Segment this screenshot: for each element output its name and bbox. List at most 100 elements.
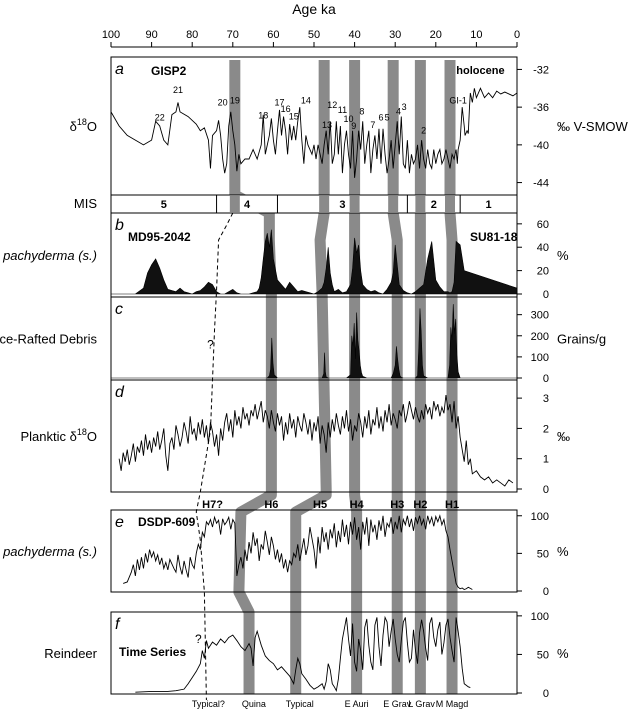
culture-label: Typical? — [192, 699, 225, 709]
panel-title: MD95-2042 — [128, 230, 191, 244]
y-tick-label: 100 — [531, 511, 549, 523]
annotations: H7? H6 H5 H4 H3 H2 H1?? Typical? Quina Typical E A… — [192, 337, 468, 709]
mis-band-segment — [388, 196, 399, 212]
peak-annotation: 3 — [402, 102, 407, 112]
age-axis-tick-label: 50 — [308, 29, 320, 41]
unit-label: Grains/g — [557, 332, 606, 347]
peak-annotation: 22 — [155, 112, 165, 122]
y-axis-label-sup: 18 — [77, 117, 87, 127]
mis-frame — [110, 194, 518, 214]
heinrich-label: H2 — [413, 499, 427, 511]
y-tick-label: 50 — [537, 548, 549, 560]
mis-band-segment — [415, 196, 426, 212]
y-tick-label: 0 — [543, 484, 549, 496]
mis-zone-label: 2 — [431, 199, 437, 211]
y-tick-label: 60 — [537, 219, 549, 231]
y-axis-label: Ice-Rafted Debris — [0, 332, 97, 347]
panel-frame — [110, 611, 518, 695]
peak-annotation: 15 — [289, 111, 299, 121]
panel-letter: f — [115, 616, 121, 633]
age-axis-title: Age ka — [292, 1, 336, 17]
y-axis-label-sup: 18 — [77, 427, 87, 437]
panel-title: GISP2 — [151, 64, 187, 78]
y-tick-label: 0 — [543, 373, 549, 385]
mis-label: MIS — [74, 196, 97, 211]
peak-annotation: 16 — [281, 104, 291, 114]
y-axis-label-base: Planktic δ — [20, 429, 76, 444]
y-tick-label: 3 — [543, 393, 549, 405]
y-axis-label-base: δ — [70, 119, 77, 134]
series-line — [110, 87, 518, 178]
series-line — [135, 615, 471, 693]
mis-band-segment — [319, 196, 330, 212]
y-tick-label: 300 — [531, 310, 549, 322]
heinrich-label: H7? — [202, 499, 223, 511]
mis-band-segment — [445, 196, 456, 212]
peak-annotation: 13 — [322, 120, 332, 130]
culture-label: M Magd — [436, 699, 469, 709]
peak-annotation: 4 — [396, 107, 401, 117]
panel-letter: b — [115, 217, 124, 234]
y-axis-label-tail: O — [87, 119, 97, 134]
peak-annotation: 9 — [351, 121, 356, 131]
y-tick-label: 50 — [537, 649, 549, 661]
panel-letter: a — [115, 61, 124, 78]
peak-annotation: 11 — [338, 105, 347, 115]
series-area — [111, 304, 517, 379]
age-axis-tick-label: 40 — [348, 29, 360, 41]
heinrich-band — [290, 60, 332, 694]
y-axis-label: N. pachyderma (s.) — [0, 248, 97, 263]
y-tick-label: -32 — [533, 64, 549, 76]
panel-frame — [110, 509, 518, 593]
age-axis-tick-label: 70 — [227, 29, 239, 41]
peak-annotation: 19 — [230, 95, 240, 105]
age-axis-tick-label: 100 — [102, 29, 120, 41]
y-axis-label: Planktic δ18O — [20, 427, 97, 444]
mis-band-segment — [229, 196, 240, 212]
culture-label: E Grav — [383, 699, 412, 709]
y-tick-label: 100 — [531, 352, 549, 364]
panel-c: 0 100 200 300 c Ice-Rafted Debris Grains/g — [0, 296, 606, 385]
age-axis-tick-label: 90 — [145, 29, 157, 41]
age-axis-tick-label: 80 — [186, 29, 198, 41]
unit-label: ‰ — [557, 429, 570, 444]
heinrich-label: H6 — [264, 499, 278, 511]
question-mark: ? — [195, 632, 202, 646]
culture-label: L Grav — [408, 699, 435, 709]
peak-annotation: GI-1 — [449, 95, 467, 105]
panel-title: DSDP-609 — [138, 515, 196, 529]
heinrich-label: H5 — [313, 499, 327, 511]
panel-letter: d — [115, 384, 125, 401]
y-tick-label: -44 — [533, 178, 549, 190]
question-mark: ? — [207, 337, 214, 351]
panel-title-right: SU81-18 — [470, 230, 518, 244]
unit-label: % — [557, 646, 569, 661]
y-axis-label: N. pachyderma (s.) — [0, 544, 97, 559]
culture-label: E Auri — [345, 699, 369, 709]
y-tick-label: 0 — [543, 289, 549, 301]
peak-annotation: 17 — [274, 97, 284, 107]
y-axis-label: Reindeer — [44, 646, 97, 661]
peak-annotation: 12 — [327, 100, 337, 110]
heinrich-label: H4 — [350, 499, 365, 511]
peak-annotation: holocene — [456, 65, 504, 77]
y-tick-label: 0 — [543, 586, 549, 598]
peak-annotation: 8 — [359, 107, 364, 117]
y-tick-label: 40 — [537, 242, 549, 254]
y-tick-label: -40 — [533, 140, 549, 152]
unit-label: ‰ V-SMOW — [557, 119, 629, 134]
mis-band-segment — [349, 196, 360, 212]
panel-b: 0 20 40 60 b MD95-2042 SU81-18 N. pachyderma (s… — [0, 212, 569, 301]
unit-label: % — [557, 544, 569, 559]
h7-dashed-line — [195, 212, 234, 701]
y-tick-label: 0 — [543, 688, 549, 700]
y-tick-label: 1 — [543, 454, 549, 466]
panel-frame — [110, 379, 518, 493]
panel-d: 0 1 2 3 d Planktic δ18O ‰ — [20, 379, 570, 496]
peak-annotation: 7 — [370, 120, 375, 130]
peak-annotation: 20 — [218, 97, 228, 107]
heinrich-band — [229, 60, 277, 694]
y-tick-label: 2 — [543, 423, 549, 435]
